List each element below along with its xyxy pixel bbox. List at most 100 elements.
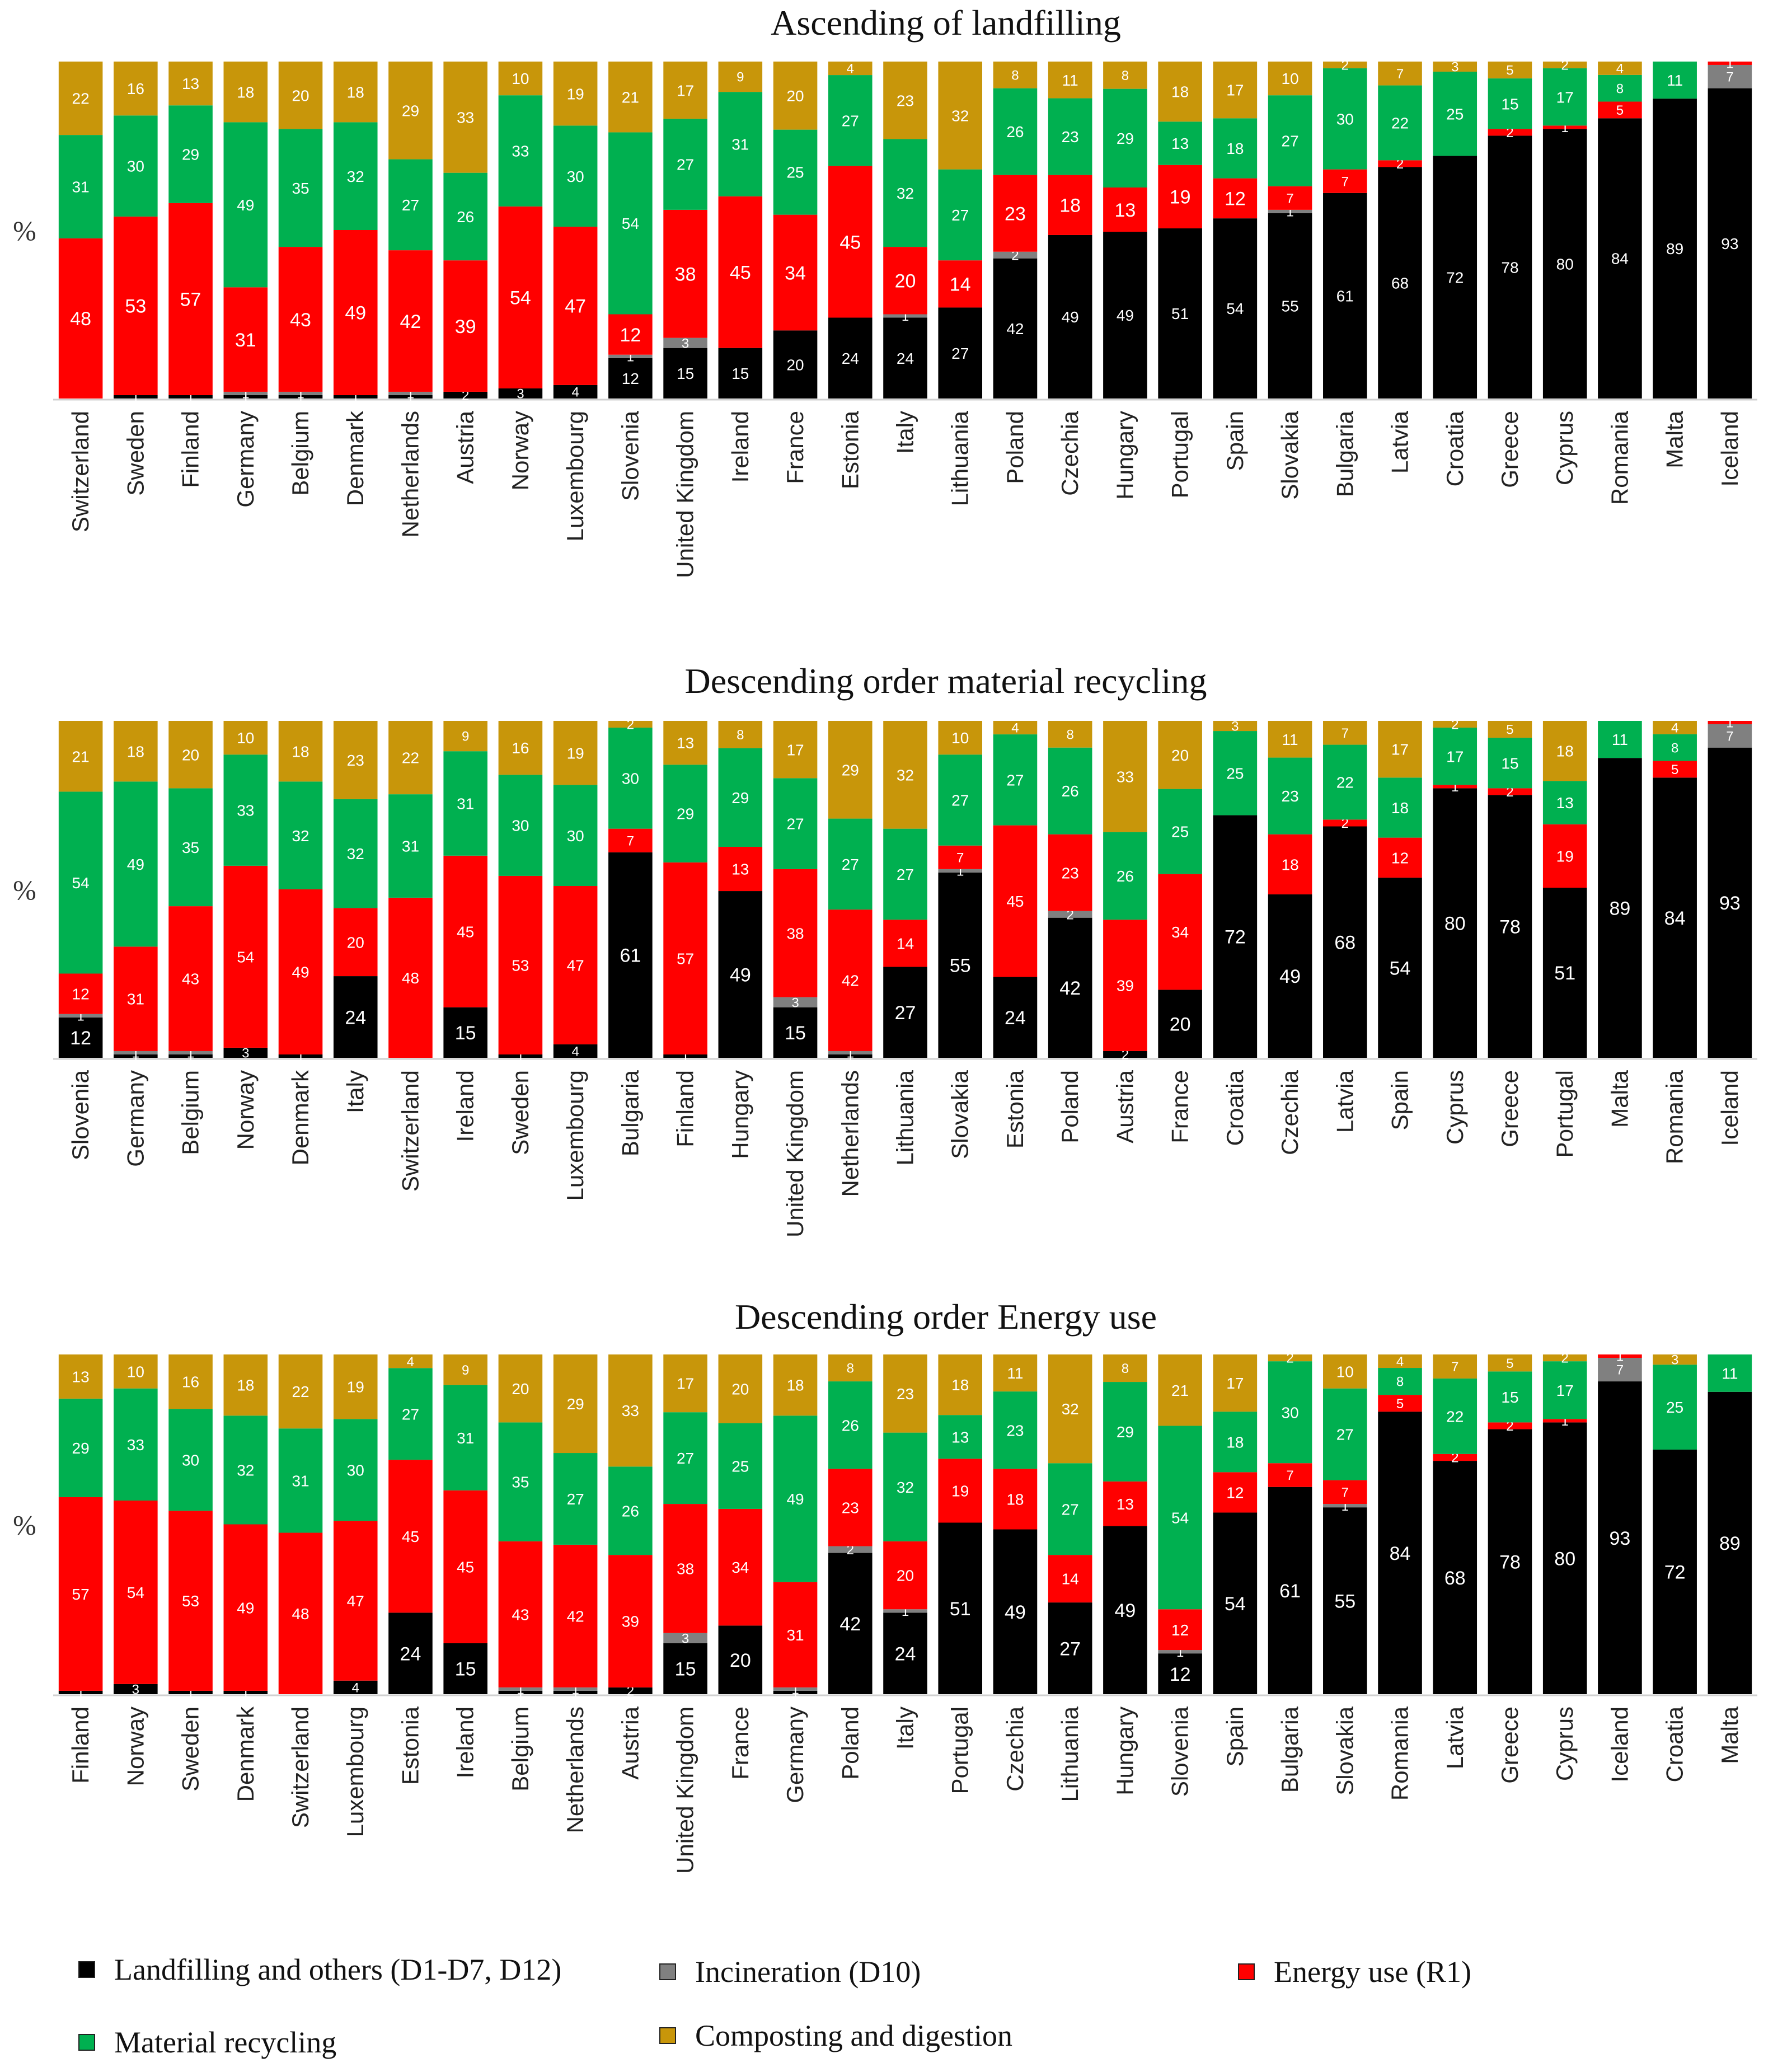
segment-energy (1158, 874, 1202, 990)
segment-recycling (333, 1419, 378, 1521)
segment-landfill (58, 1690, 103, 1694)
segment-recycling (1103, 832, 1147, 920)
data-label-composting: 29 (842, 761, 859, 779)
x-tick-label: France (782, 411, 808, 484)
segment-energy (608, 314, 653, 355)
data-label-energy: 12 (1171, 1621, 1189, 1639)
segment-landfill (718, 348, 763, 399)
y-axis-label: % (13, 874, 36, 906)
data-label-energy: 34 (1171, 924, 1189, 941)
data-label-composting: 2 (1342, 58, 1349, 73)
bar-czechia: 490182311 (993, 1354, 1038, 1694)
x-tick-label: Belgium (507, 1707, 533, 1792)
data-label-landfill: 2 (462, 388, 469, 404)
segment-composting (168, 62, 213, 106)
segment-landfill (773, 330, 818, 399)
data-label-recycling: 25 (1171, 823, 1189, 841)
segment-landfill (663, 348, 707, 399)
data-label-composting: 9 (737, 70, 744, 85)
data-label-energy: 42 (400, 311, 421, 332)
data-label-composting: 8 (1011, 68, 1019, 83)
data-label-energy: 39 (1117, 977, 1134, 995)
segment-landfill (1708, 747, 1752, 1058)
segment-landfill (993, 258, 1038, 399)
data-label-energy: 20 (895, 271, 916, 292)
segment-incineration (883, 1609, 927, 1613)
segment-incineration (1708, 64, 1752, 88)
data-label-composting: 4 (1671, 721, 1678, 736)
data-label-recycling: 31 (731, 136, 749, 153)
segment-recycling (1158, 121, 1202, 165)
x-tick-label: Poland (1002, 411, 1028, 484)
data-label-composting: 22 (72, 90, 90, 107)
segment-energy (498, 875, 543, 1054)
segment-composting (1323, 1354, 1367, 1389)
data-label-landfill: 54 (1390, 958, 1411, 979)
data-label-landfill: 15 (675, 1659, 696, 1680)
bar-luxembourg: 40473019 (333, 1354, 378, 1696)
segment-recycling (553, 785, 598, 886)
data-label-composting: 3 (1231, 719, 1239, 734)
segment-energy (1323, 819, 1367, 827)
x-tick-label: Slovakia (1331, 1706, 1358, 1795)
segment-recycling (1542, 1361, 1587, 1419)
segment-energy (498, 206, 543, 388)
data-label-recycling: 30 (622, 770, 639, 787)
x-tick-label: Sweden (507, 1070, 533, 1155)
segment-recycling (1488, 738, 1532, 789)
segment-recycling (1103, 1382, 1147, 1482)
data-label-recycling: 15 (1501, 754, 1518, 772)
data-label-composting: 0 (1616, 1342, 1624, 1357)
data-label-landfill: 80 (1444, 913, 1466, 934)
segment-composting (498, 62, 543, 96)
bar-poland: 42 2 23 26 8 (1048, 721, 1092, 1058)
segment-energy (1488, 129, 1532, 136)
segment-energy (1542, 1419, 1587, 1423)
segment-landfill (114, 1054, 158, 1058)
segment-composting (223, 721, 268, 755)
data-label-energy: 18 (1282, 856, 1299, 873)
x-tick-label: Denmark (342, 410, 368, 506)
data-label-composting: 10 (951, 729, 969, 747)
segment-recycling (443, 172, 487, 261)
data-label-composting: 33 (457, 109, 474, 126)
segment-landfill (1488, 1429, 1532, 1694)
data-label-recycling: 17 (1556, 88, 1574, 106)
data-label-energy: 31 (127, 991, 144, 1008)
x-tick-label: Iceland (1606, 1707, 1633, 1782)
x-tick-label: Austria (452, 410, 479, 484)
data-label-recycling: 25 (1666, 1399, 1683, 1416)
segment-energy (1433, 785, 1478, 789)
data-label-landfill: 93 (1719, 893, 1741, 914)
segment-composting (718, 1354, 763, 1423)
data-label-energy: 19 (951, 1482, 969, 1499)
data-label-recycling: 35 (292, 180, 309, 197)
segment-recycling (1323, 68, 1367, 170)
legend-energy: Energy use (R1) (1238, 1954, 1471, 1989)
data-label-energy: 1 (1616, 1349, 1624, 1365)
segment-landfill (608, 1687, 653, 1694)
bar-latvia: 6802227 (1378, 62, 1422, 399)
data-label-composting: 18 (951, 1376, 969, 1394)
data-label-incineration: 7 (1726, 69, 1733, 85)
segment-energy (1323, 1480, 1367, 1504)
data-label-landfill: 84 (1390, 1543, 1411, 1564)
x-tick-label: Ireland (452, 1070, 479, 1142)
x-tick-label: United Kingdom (782, 1070, 808, 1237)
data-label-recycling: 30 (347, 1461, 364, 1479)
data-label-recycling: 27 (951, 792, 969, 809)
segment-energy (938, 845, 983, 869)
segment-energy (1103, 920, 1147, 1051)
segment-landfill (718, 1625, 763, 1694)
segment-recycling (498, 1422, 543, 1541)
bar-greece: 7802155 (1488, 721, 1532, 1058)
data-label-energy: 13 (731, 861, 749, 878)
segment-recycling (553, 125, 598, 227)
data-label-recycling: 15 (1501, 95, 1518, 112)
bar-denmark: 10493218 (223, 1354, 268, 1701)
data-label-composting: 8 (1122, 68, 1129, 83)
data-label-composting: 20 (292, 87, 309, 104)
data-label-energy: 5 (1671, 762, 1678, 777)
bar-romania: 840584 (1378, 1354, 1422, 1694)
